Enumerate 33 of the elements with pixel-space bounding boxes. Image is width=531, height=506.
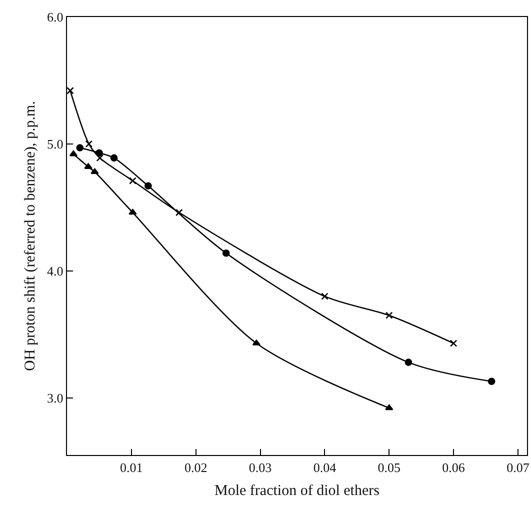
point (84, 163, 92, 169)
point (488, 378, 496, 386)
point (450, 340, 458, 347)
point (96, 154, 104, 162)
x-tick-label: 0.05 (378, 460, 401, 475)
x-tick-label: 0.03 (248, 460, 272, 475)
point (385, 312, 393, 319)
y-tick-label: 3.0 (47, 390, 64, 406)
point (66, 86, 74, 94)
point (69, 150, 78, 156)
y-tick-label: 6.0 (47, 10, 64, 25)
point (144, 182, 152, 190)
point (90, 168, 99, 174)
point (110, 154, 118, 162)
point (128, 208, 137, 215)
point (129, 177, 136, 184)
point (96, 149, 103, 156)
point (321, 292, 328, 300)
point (76, 144, 84, 152)
y-tick-label: 5.0 (47, 136, 64, 152)
x-tick-label: 0.02 (184, 460, 208, 475)
y-axis-title: OH proton shift (referred to benzene), p.p.m. (22, 101, 38, 371)
x-tick-label: 0.07 (506, 460, 530, 475)
point (85, 140, 93, 148)
x-tick-label: 0.04 (313, 460, 337, 475)
x-tick-label: 0.01 (120, 460, 143, 475)
x-axis-title: Mole fraction of diol ethers (214, 482, 380, 499)
point (222, 249, 230, 257)
point (404, 358, 412, 366)
point (385, 404, 394, 410)
y-tick-label: 4.0 (47, 263, 64, 278)
x-tick-label: 0.06 (442, 460, 466, 475)
point (175, 208, 183, 216)
